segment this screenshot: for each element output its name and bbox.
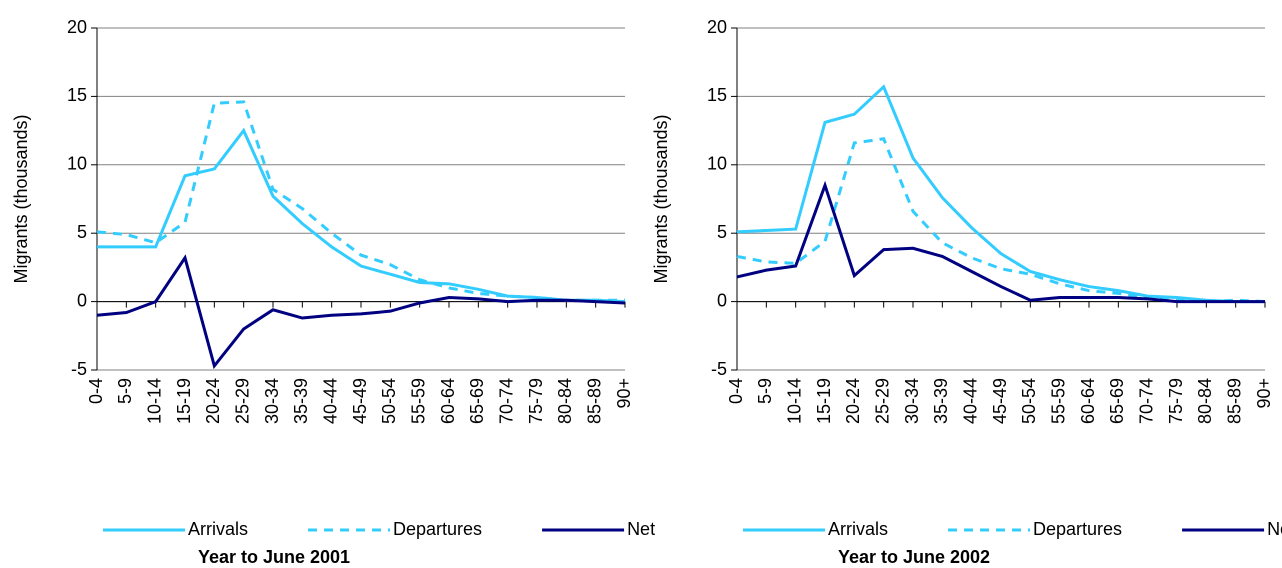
x-tick-label: 10-14 bbox=[144, 378, 164, 424]
x-tick-label: 85-89 bbox=[584, 378, 604, 424]
x-tick-label: 0-4 bbox=[726, 378, 746, 404]
x-tick-label: 50-54 bbox=[1019, 378, 1039, 424]
x-tick-label: 90+ bbox=[614, 378, 634, 409]
x-tick-label: 5-9 bbox=[755, 378, 775, 404]
y-tick-label: 10 bbox=[67, 154, 87, 174]
x-tick-label: 65-69 bbox=[467, 378, 487, 424]
legend-label: Net bbox=[627, 519, 655, 539]
x-tick-label: 35-39 bbox=[291, 378, 311, 424]
legend-label: Departures bbox=[393, 519, 482, 539]
x-tick-label: 15-19 bbox=[814, 378, 834, 424]
x-tick-label: 45-49 bbox=[990, 378, 1010, 424]
x-tick-label: 85-89 bbox=[1224, 378, 1244, 424]
x-tick-label: 75-79 bbox=[1166, 378, 1186, 424]
legend-label: Net bbox=[1267, 519, 1282, 539]
x-tick-label: 40-44 bbox=[960, 378, 980, 424]
x-tick-label: 70-74 bbox=[496, 378, 516, 424]
y-axis-label: Migrants (thousands) bbox=[651, 114, 671, 283]
x-tick-label: 55-59 bbox=[1048, 378, 1068, 424]
y-tick-label: 15 bbox=[67, 85, 87, 105]
x-tick-label: 70-74 bbox=[1136, 378, 1156, 424]
y-tick-label: 0 bbox=[717, 290, 727, 310]
series-line bbox=[97, 127, 626, 304]
x-tick-label: 15-19 bbox=[174, 378, 194, 424]
y-tick-label: 15 bbox=[707, 85, 727, 105]
x-tick-label: 25-29 bbox=[232, 378, 252, 424]
legend-label: Arrivals bbox=[828, 519, 888, 539]
x-tick-label: 80-84 bbox=[555, 378, 575, 424]
y-tick-label: 20 bbox=[67, 17, 87, 37]
x-tick-label: 20-24 bbox=[843, 378, 863, 424]
x-tick-label: 30-34 bbox=[902, 378, 922, 424]
x-tick-label: 5-9 bbox=[115, 378, 135, 404]
x-tick-label: 30-34 bbox=[262, 378, 282, 424]
series-line bbox=[736, 84, 1265, 304]
chart-title: Year to June 2001 bbox=[198, 547, 350, 567]
y-tick-label: 0 bbox=[77, 290, 87, 310]
y-axis-label: Migrants (thousands) bbox=[11, 114, 31, 283]
y-tick-label: -5 bbox=[71, 359, 87, 379]
chart-title: Year to June 2002 bbox=[838, 547, 990, 567]
series-line bbox=[96, 100, 625, 302]
x-tick-label: 20-24 bbox=[203, 378, 223, 424]
y-tick-label: -5 bbox=[711, 359, 727, 379]
x-tick-label: 10-14 bbox=[784, 378, 804, 424]
x-tick-label: 0-4 bbox=[86, 378, 106, 404]
y-tick-label: 5 bbox=[77, 222, 87, 242]
y-tick-label: 10 bbox=[707, 154, 727, 174]
series-line bbox=[736, 180, 1265, 304]
legend-label: Departures bbox=[1033, 519, 1122, 539]
y-tick-label: 20 bbox=[707, 17, 727, 37]
series-line bbox=[736, 137, 1266, 304]
x-tick-label: 75-79 bbox=[526, 378, 546, 424]
x-tick-label: 45-49 bbox=[350, 378, 370, 424]
x-tick-label: 50-54 bbox=[379, 378, 399, 424]
x-tick-label: 35-39 bbox=[931, 378, 951, 424]
x-tick-label: 80-84 bbox=[1195, 378, 1215, 424]
x-tick-label: 55-59 bbox=[408, 378, 428, 424]
x-tick-label: 65-69 bbox=[1107, 378, 1127, 424]
x-tick-label: 90+ bbox=[1254, 378, 1274, 409]
legend-label: Arrivals bbox=[188, 519, 248, 539]
y-tick-label: 5 bbox=[717, 222, 727, 242]
x-tick-label: 40-44 bbox=[320, 378, 340, 424]
series-line bbox=[96, 254, 626, 370]
x-tick-label: 60-64 bbox=[1078, 378, 1098, 424]
x-tick-label: 60-64 bbox=[438, 378, 458, 424]
x-tick-label: 25-29 bbox=[872, 378, 892, 424]
